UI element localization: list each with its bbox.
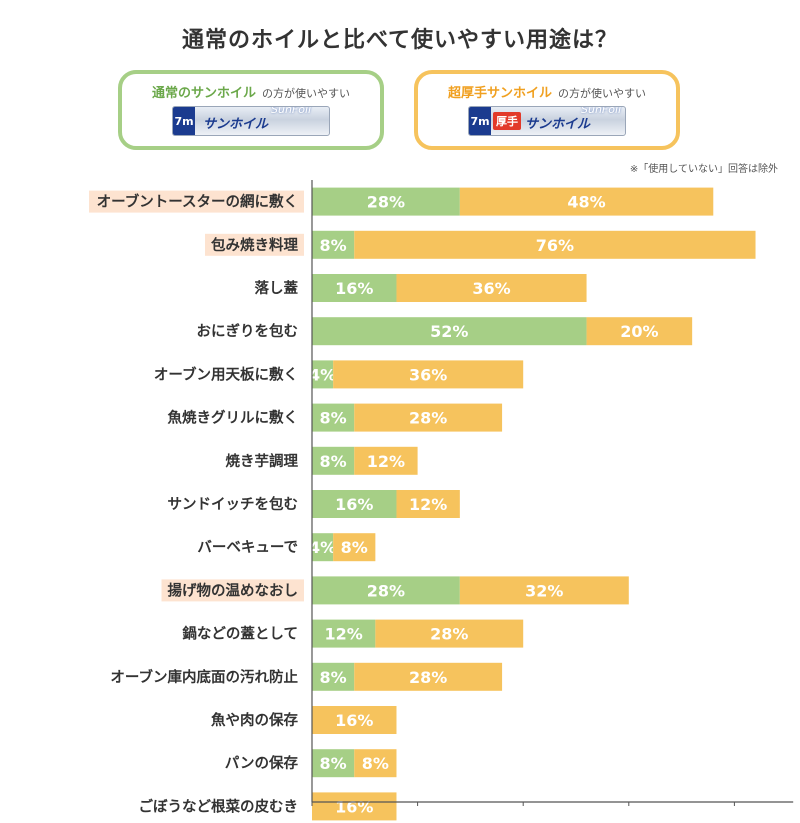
value-label-thick-3: 20% bbox=[620, 322, 658, 341]
category-label-13: パンの保存 bbox=[225, 754, 299, 772]
bar-regular-0 bbox=[312, 187, 460, 216]
value-label-regular-11: 8% bbox=[320, 668, 347, 687]
value-label-thick-4: 36% bbox=[409, 365, 447, 384]
category-label-14: ごぼうなど根菜の皮むき bbox=[139, 797, 299, 815]
bar-thick-2 bbox=[396, 274, 587, 302]
bar-regular-2 bbox=[312, 274, 397, 302]
footnote: ※「使用していない」回答は除外 bbox=[629, 164, 778, 175]
category-label-10: 鍋などの蓋として bbox=[182, 625, 298, 643]
category-highlight-0 bbox=[89, 190, 304, 213]
value-label-thick-2: 36% bbox=[472, 279, 510, 298]
category-label-12: 魚や肉の保存 bbox=[211, 711, 298, 729]
legend-thick-foil: 超厚手サンホイル の方が使いやすい 7m 厚手 サンホイル SunFoil bbox=[414, 70, 680, 150]
category-highlight-9 bbox=[161, 579, 304, 602]
category-label-4: オーブン用天板に敷く bbox=[154, 365, 298, 383]
value-label-regular-1: 8% bbox=[320, 236, 347, 255]
value-label-regular-3: 52% bbox=[430, 322, 468, 341]
legend-regular-foil: 通常のサンホイル の方が使いやすい 7m サンホイル SunFoil bbox=[118, 70, 384, 150]
value-label-regular-6: 8% bbox=[320, 452, 347, 471]
value-label-thick-12: 16% bbox=[335, 711, 373, 730]
category-label-1: 包み焼き料理 bbox=[211, 236, 298, 254]
category-label-0: オーブントースターの網に敷く bbox=[97, 193, 298, 211]
value-label-thick-14: 16% bbox=[335, 797, 373, 816]
regular-foil-package-image: 7m サンホイル SunFoil bbox=[172, 106, 330, 136]
category-label-8: バーベキューで bbox=[197, 539, 298, 556]
bar-regular-10 bbox=[312, 619, 376, 648]
legend-thick-suffix: の方が使いやすい bbox=[558, 87, 646, 100]
legend-regular-suffix: の方が使いやすい bbox=[262, 87, 350, 100]
value-label-thick-8: 8% bbox=[341, 538, 368, 557]
category-label-11: オーブン庫内底面の汚れ防止 bbox=[110, 668, 298, 686]
bar-thick-10 bbox=[375, 619, 524, 648]
bar-thick-12 bbox=[312, 706, 397, 734]
value-label-regular-13: 8% bbox=[320, 754, 347, 773]
category-highlight-1 bbox=[205, 233, 304, 256]
value-label-regular-9: 28% bbox=[367, 581, 405, 600]
thick-foil-package-image: 7m 厚手 サンホイル SunFoil bbox=[468, 106, 626, 136]
category-label-6: 焼き芋調理 bbox=[226, 452, 299, 470]
value-label-thick-9: 32% bbox=[525, 581, 563, 600]
legend-thick-text: 超厚手サンホイル の方が使いやすい bbox=[418, 82, 676, 101]
bar-thick-14 bbox=[312, 792, 397, 821]
bar-thick-5 bbox=[354, 403, 503, 432]
category-label-7: サンドイッチを包む bbox=[168, 495, 299, 513]
package-length: 7m bbox=[469, 107, 491, 135]
bar-regular-1 bbox=[312, 230, 355, 259]
bar-regular-5 bbox=[312, 403, 355, 432]
bar-regular-9 bbox=[312, 576, 460, 605]
value-label-regular-7: 16% bbox=[335, 495, 373, 514]
bar-thick-13 bbox=[354, 749, 397, 778]
value-label-thick-1: 76% bbox=[536, 236, 574, 255]
chart-title: 通常のホイルと比べて使いやすい用途は？ bbox=[181, 28, 619, 53]
legend-regular-text: 通常のサンホイル の方が使いやすい bbox=[122, 82, 380, 101]
package-name: サンホイル bbox=[525, 117, 591, 132]
value-label-regular-10: 12% bbox=[325, 625, 363, 644]
bar-thick-8 bbox=[333, 533, 376, 562]
bar-thick-9 bbox=[459, 576, 629, 605]
value-label-thick-13: 8% bbox=[362, 754, 389, 773]
bar-regular-4 bbox=[312, 360, 334, 389]
bar-thick-11 bbox=[354, 662, 503, 691]
bar-regular-8 bbox=[312, 533, 334, 562]
value-label-regular-8: 4% bbox=[309, 538, 336, 557]
bar-thick-7 bbox=[396, 490, 460, 518]
legend-regular-name: 通常のサンホイル bbox=[151, 86, 256, 101]
value-label-thick-5: 28% bbox=[409, 409, 447, 428]
bar-regular-11 bbox=[312, 662, 355, 691]
category-label-5: 魚焼きグリルに敷く bbox=[168, 409, 299, 427]
value-label-thick-7: 12% bbox=[409, 495, 447, 514]
value-label-thick-11: 28% bbox=[409, 668, 447, 687]
category-label-3: おにぎりを包む bbox=[197, 322, 299, 340]
category-label-9: 揚げ物の温めなおし bbox=[168, 581, 299, 599]
package-thick-tag: 厚手 bbox=[493, 112, 521, 130]
bar-regular-13 bbox=[312, 749, 355, 778]
value-label-regular-5: 8% bbox=[320, 409, 347, 428]
bar-regular-3 bbox=[312, 317, 587, 346]
value-label-regular-2: 16% bbox=[335, 279, 373, 298]
category-label-2: 落し蓋 bbox=[255, 279, 299, 297]
value-label-regular-0: 28% bbox=[367, 193, 405, 212]
bar-regular-6 bbox=[312, 446, 355, 475]
package-brand-logo: SunFoil bbox=[581, 106, 622, 116]
bar-thick-4 bbox=[333, 360, 524, 389]
package-brand-logo: SunFoil bbox=[271, 106, 312, 116]
value-label-thick-6: 12% bbox=[367, 452, 405, 471]
value-label-regular-4: 4% bbox=[309, 365, 336, 384]
package-length: 7m bbox=[173, 107, 195, 135]
bar-thick-0 bbox=[459, 187, 714, 216]
package-name: サンホイル bbox=[203, 117, 269, 132]
bar-thick-3 bbox=[586, 317, 693, 346]
value-label-thick-0: 48% bbox=[567, 193, 605, 212]
value-label-thick-10: 28% bbox=[430, 625, 468, 644]
bar-regular-7 bbox=[312, 490, 397, 518]
bar-thick-1 bbox=[354, 230, 756, 259]
legend-thick-name: 超厚手サンホイル bbox=[447, 86, 552, 101]
bar-thick-6 bbox=[354, 446, 418, 475]
